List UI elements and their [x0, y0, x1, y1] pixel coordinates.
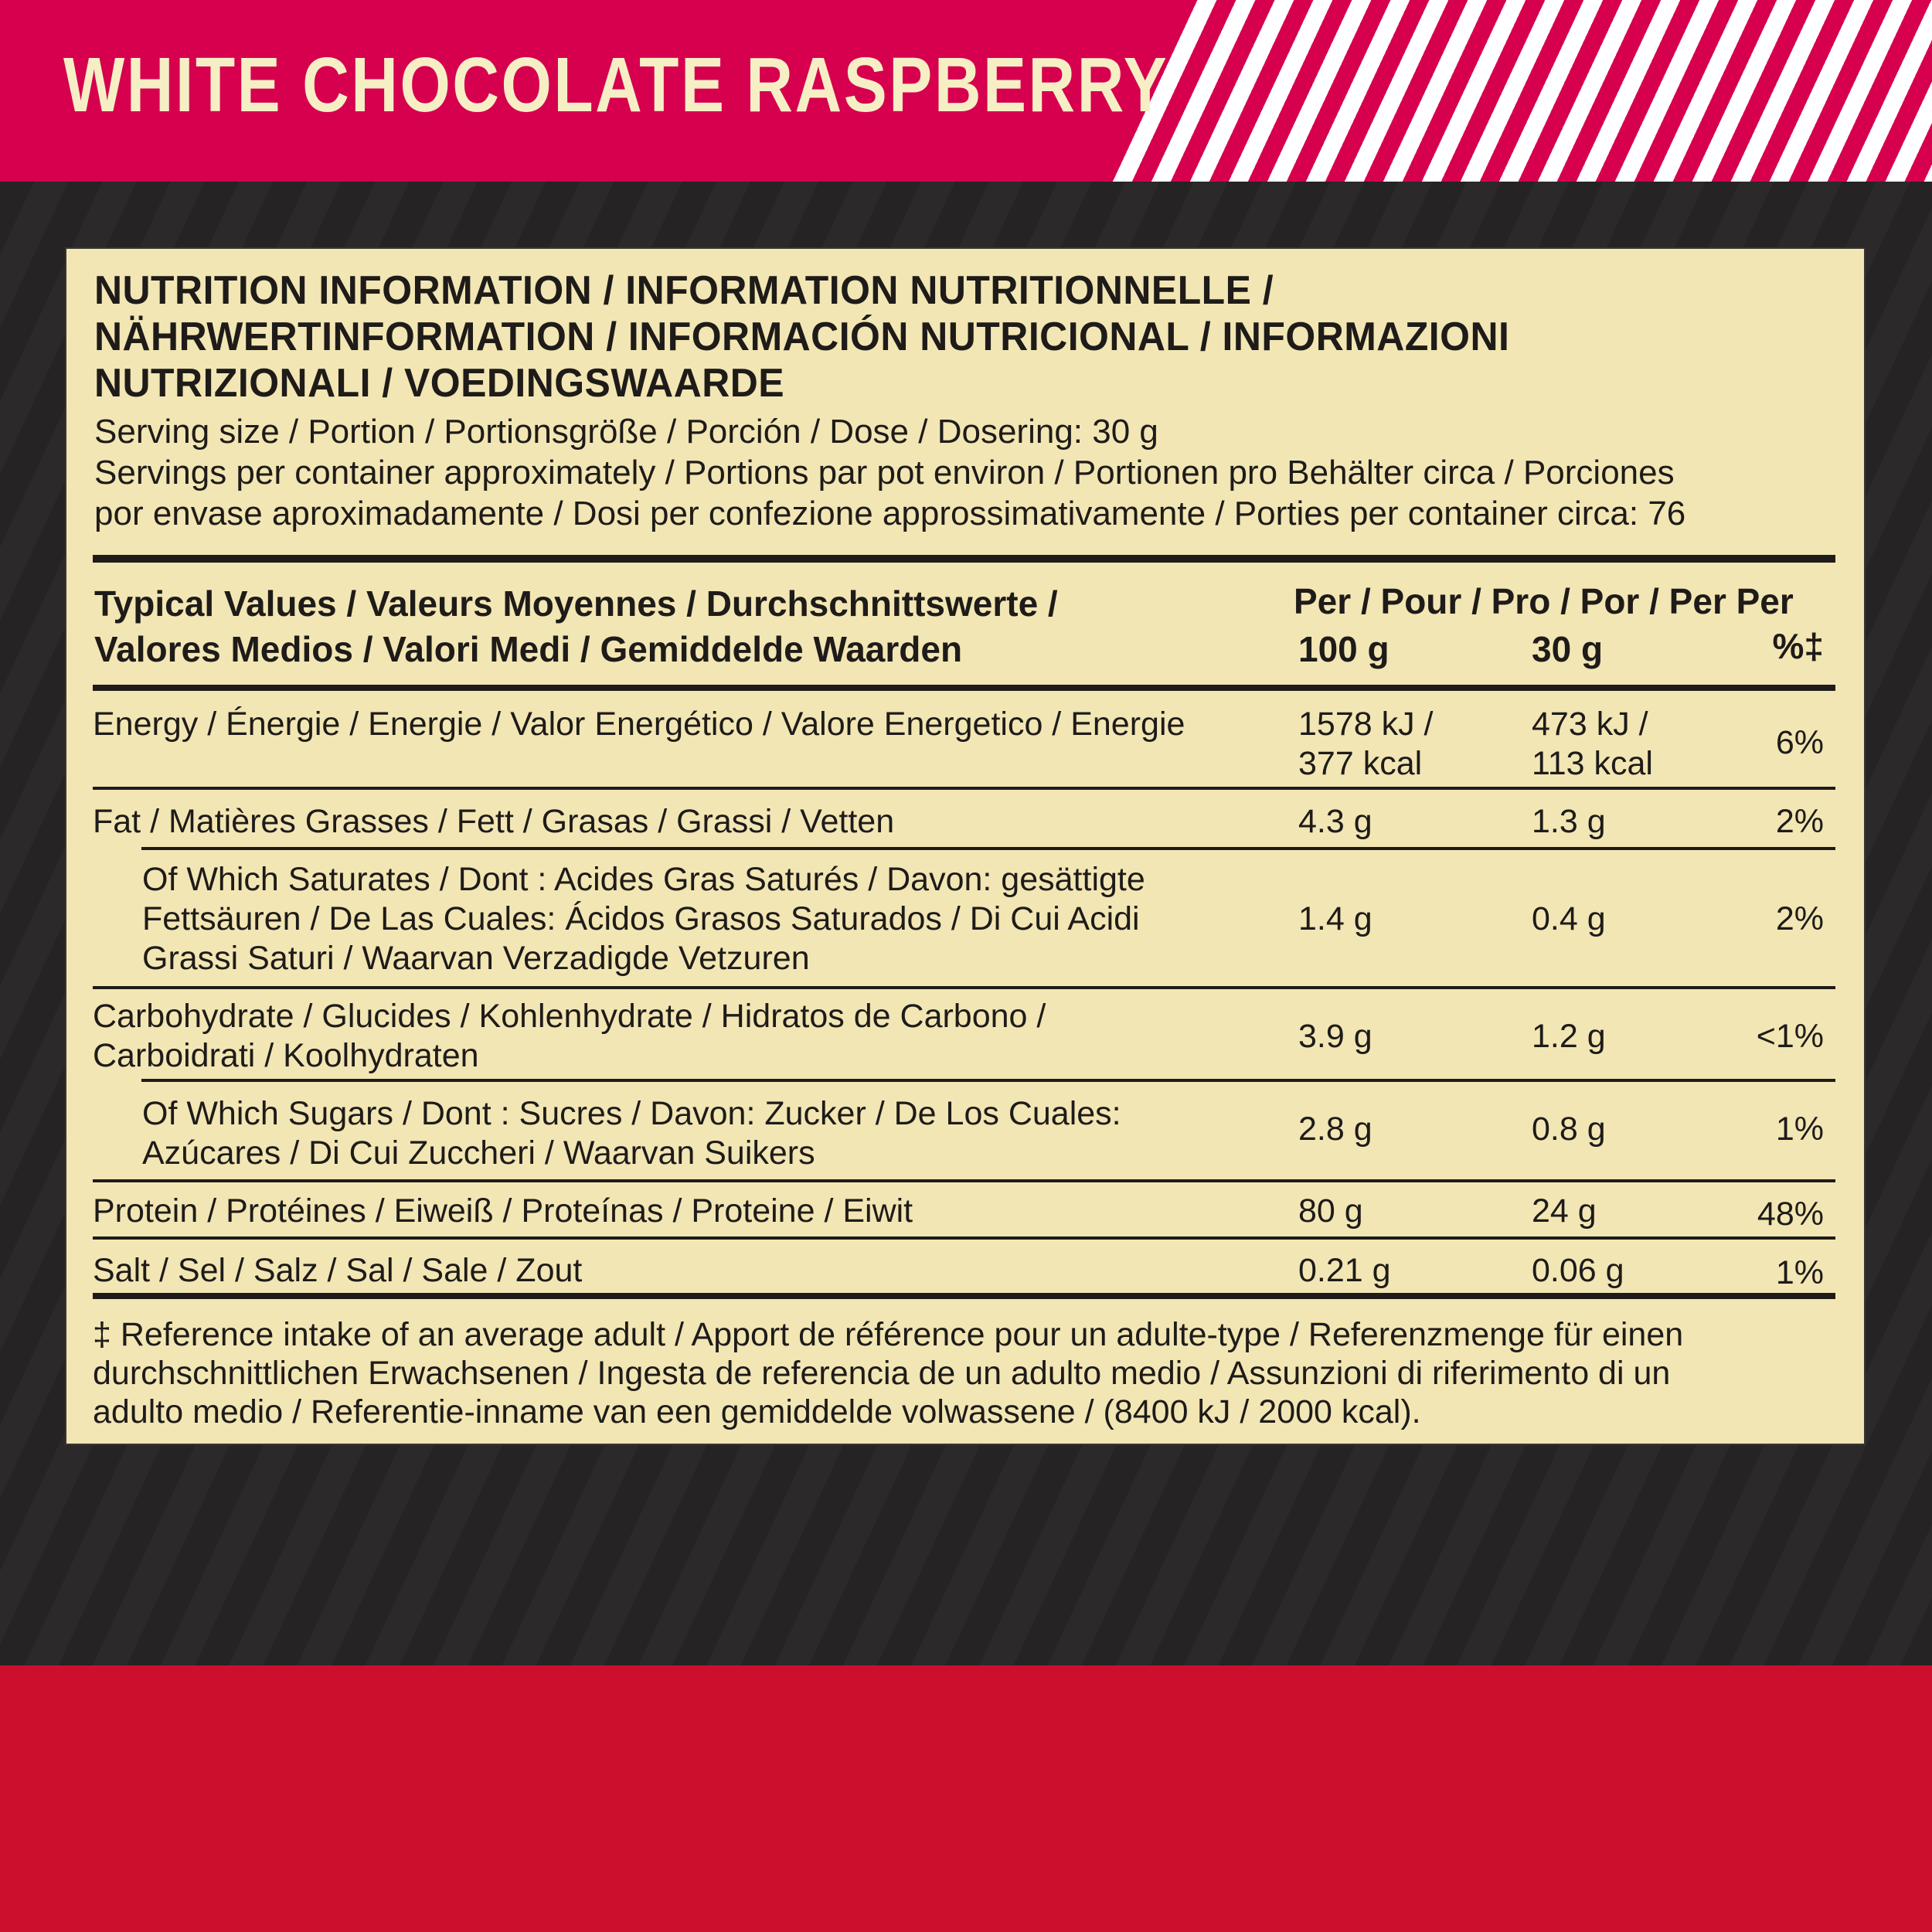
carbohydrate-label: Carboidrati / Koolhydraten: [93, 1037, 479, 1074]
fat-per100: 4.3 g: [1298, 803, 1372, 840]
footnote: adulto medio / Referentie-inname van een…: [93, 1393, 1421, 1430]
protein-percent: 48%: [1757, 1196, 1824, 1233]
red-footer-band: [0, 1665, 1932, 1932]
row-divider: [93, 1236, 1835, 1240]
row-divider: [141, 847, 1835, 850]
flavor-banner: WHITE CHOCOLATE RASPBERRY: [0, 0, 1932, 182]
col-percent-header: %‡: [1772, 626, 1824, 666]
saturates-per100: 1.4 g: [1298, 900, 1372, 937]
energy-per100: 377 kcal: [1298, 745, 1423, 782]
salt-per100: 0.21 g: [1298, 1252, 1391, 1289]
energy-per30: 113 kcal: [1532, 745, 1653, 782]
servings-per-container: Servings per container approximately / P…: [94, 454, 1675, 492]
saturates-label: Fettsäuren / De Las Cuales: Ácidos Graso…: [142, 900, 1140, 937]
diagonal-stripes: [1097, 0, 1932, 182]
fat-per30: 1.3 g: [1532, 803, 1606, 840]
footnote: durchschnittlichen Erwachsenen / Ingesta…: [93, 1355, 1671, 1392]
panel-title-line: NÄHRWERTINFORMATION / INFORMACIÓN NUTRIC…: [94, 315, 1510, 359]
typical-values-header: Valores Medios / Valori Medi / Gemiddeld…: [94, 629, 963, 669]
serving-size: Serving size / Portion / Portionsgröße /…: [94, 413, 1158, 451]
fat-percent: 2%: [1775, 803, 1824, 840]
servings-per-container: por envase aproximadamente / Dosi per co…: [94, 495, 1686, 532]
panel-title-line: NUTRITION INFORMATION / INFORMATION NUTR…: [94, 268, 1274, 313]
protein-label: Protein / Protéines / Eiweiß / Proteínas…: [93, 1192, 913, 1230]
sugars-label: Azúcares / Di Cui Zuccheri / Waarvan Sui…: [142, 1134, 815, 1172]
energy-per100: 1578 kJ /: [1298, 706, 1434, 743]
row-divider: [141, 1079, 1835, 1082]
energy-percent: 6%: [1775, 724, 1824, 761]
thick-divider: [93, 1293, 1835, 1299]
saturates-label: Grassi Saturi / Waarvan Verzadigde Vetzu…: [142, 940, 810, 977]
flavor-title: WHITE CHOCOLATE RASPBERRY: [63, 42, 1169, 128]
thick-divider: [93, 685, 1835, 691]
row-divider: [93, 787, 1835, 790]
sugars-percent: 1%: [1775, 1111, 1824, 1148]
carbohydrate-per30: 1.2 g: [1532, 1018, 1606, 1055]
energy-label: Energy / Énergie / Energie / Valor Energ…: [93, 706, 1185, 743]
salt-percent: 1%: [1775, 1254, 1824, 1291]
row-divider: [93, 986, 1835, 989]
panel-title-line: NUTRIZIONALI / VOEDINGSWAARDE: [94, 361, 785, 406]
salt-label: Salt / Sel / Salz / Sal / Sale / Zout: [93, 1252, 583, 1289]
saturates-label: Of Which Saturates / Dont : Acides Gras …: [142, 861, 1145, 898]
salt-per30: 0.06 g: [1532, 1252, 1624, 1289]
col-100g-header: 100 g: [1298, 629, 1389, 669]
fat-label: Fat / Matières Grasses / Fett / Grasas /…: [93, 803, 895, 840]
sugars-label: Of Which Sugars / Dont : Sucres / Davon:…: [142, 1095, 1121, 1132]
sugars-per100: 2.8 g: [1298, 1111, 1372, 1148]
protein-per100: 80 g: [1298, 1192, 1363, 1230]
footnote: ‡ Reference intake of an average adult /…: [93, 1316, 1684, 1353]
saturates-percent: 2%: [1775, 900, 1824, 937]
carbohydrate-label: Carbohydrate / Glucides / Kohlenhydrate …: [93, 998, 1046, 1035]
per-header: Per / Pour / Pro / Por / Per Per: [1294, 581, 1794, 621]
saturates-per30: 0.4 g: [1532, 900, 1606, 937]
carbohydrate-percent: <1%: [1756, 1018, 1824, 1055]
protein-per30: 24 g: [1532, 1192, 1597, 1230]
row-divider: [93, 1179, 1835, 1182]
typical-values-header: Typical Values / Valeurs Moyennes / Durc…: [94, 583, 1058, 624]
sugars-per30: 0.8 g: [1532, 1111, 1606, 1148]
thick-divider: [93, 555, 1835, 563]
carbohydrate-per100: 3.9 g: [1298, 1018, 1372, 1055]
col-30g-header: 30 g: [1532, 629, 1604, 669]
nutrition-panel: NUTRITION INFORMATION / INFORMATION NUTR…: [65, 247, 1866, 1445]
energy-per30: 473 kJ /: [1532, 706, 1648, 743]
